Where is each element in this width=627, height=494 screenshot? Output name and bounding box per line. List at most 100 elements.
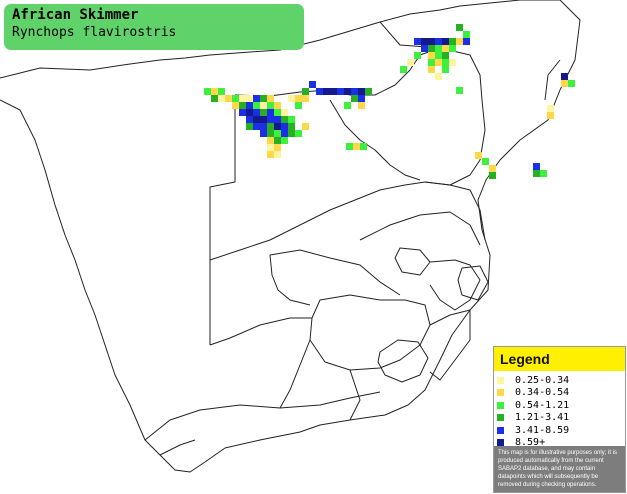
occurrence-cell xyxy=(211,95,218,102)
occurrence-cell xyxy=(302,95,309,102)
occurrence-cell xyxy=(274,102,281,109)
legend-label: 0.54-1.21 xyxy=(515,399,570,411)
occurrence-cell xyxy=(267,137,274,144)
occurrence-cell xyxy=(533,163,540,170)
occurrence-cell xyxy=(456,24,463,31)
border-namibia-botswana xyxy=(209,95,236,345)
occurrence-cell xyxy=(421,38,428,45)
legend-label: 1.21-3.41 xyxy=(515,412,570,424)
legend-label: 8.59+ xyxy=(515,437,546,449)
occurrence-cell xyxy=(274,116,281,123)
occurrence-cell xyxy=(442,45,449,52)
occurrence-cell xyxy=(358,102,365,109)
occurrence-cell xyxy=(274,137,281,144)
legend-items: 0.25-0.34 0.34-0.54 0.54-1.21 1.21-3.41 … xyxy=(494,371,625,449)
district-line-b xyxy=(159,439,196,456)
province-north-west xyxy=(269,249,401,296)
occurrence-cell xyxy=(274,123,281,130)
border-zimbabwe-mozambique xyxy=(424,47,486,186)
occurrence-cell xyxy=(260,109,267,116)
occurrence-cell xyxy=(456,87,463,94)
occurrence-cell xyxy=(561,80,568,87)
occurrence-cell xyxy=(456,38,463,45)
occurrence-cell xyxy=(281,130,288,137)
occurrence-cell xyxy=(295,130,302,137)
occurrence-cell xyxy=(547,105,554,112)
occurrence-cell xyxy=(540,170,547,177)
occurrence-cell xyxy=(316,88,323,95)
occurrence-cell xyxy=(204,88,211,95)
occurrence-cell xyxy=(365,88,372,95)
legend-swatch xyxy=(497,401,504,409)
legend-item: 0.25-0.34 xyxy=(497,374,625,387)
occurrence-cell xyxy=(288,95,295,102)
occurrence-cell xyxy=(274,130,281,137)
occurrence-cell xyxy=(489,172,496,179)
legend-swatch xyxy=(497,389,504,397)
occurrence-cell xyxy=(302,88,309,95)
occurrence-cell xyxy=(267,109,274,116)
legend-swatch xyxy=(497,414,504,422)
occurrence-cell xyxy=(260,102,267,109)
occurrence-cell xyxy=(568,80,575,87)
province-mpumalanga xyxy=(429,259,481,311)
border-zimbabwe-zambia xyxy=(350,47,441,96)
occurrence-cell xyxy=(302,123,309,130)
province-gauteng xyxy=(394,247,431,276)
occurrence-cell xyxy=(239,102,246,109)
occurrence-cell xyxy=(421,45,428,52)
occurrence-cell xyxy=(267,151,274,158)
occurrence-cell xyxy=(463,31,470,38)
occurrence-cell xyxy=(428,59,435,66)
province-ec-interior xyxy=(349,369,361,421)
legend-item: 0.34-0.54 xyxy=(497,387,625,400)
occurrence-cell xyxy=(267,144,274,151)
species-title-box: African Skimmer Rynchops flavirostris xyxy=(4,4,304,50)
province-eastern-cape xyxy=(279,339,311,409)
occurrence-cell xyxy=(435,59,442,66)
legend-swatch xyxy=(497,376,504,384)
province-kzn xyxy=(429,309,471,381)
occurrence-cell xyxy=(358,95,365,102)
occurrence-cell xyxy=(435,73,442,80)
occurrence-cell xyxy=(274,151,281,158)
legend-swatch xyxy=(497,439,504,447)
occurrence-cell xyxy=(281,116,288,123)
occurrence-cell xyxy=(239,109,246,116)
occurrence-cell xyxy=(414,52,421,59)
occurrence-cell xyxy=(463,38,470,45)
occurrence-cell xyxy=(344,102,351,109)
occurrence-cell xyxy=(260,116,267,123)
species-common-name: African Skimmer xyxy=(12,7,139,23)
occurrence-cell xyxy=(274,144,281,151)
occurrence-cell xyxy=(428,66,435,73)
map-boundaries xyxy=(0,0,581,473)
occurrence-cell xyxy=(281,137,288,144)
occurrence-cell xyxy=(449,45,456,52)
occurrence-cell xyxy=(295,102,302,109)
occurrence-cell xyxy=(358,88,365,95)
occurrence-cell xyxy=(547,112,554,119)
occurrence-cell xyxy=(351,95,358,102)
occurrence-cell xyxy=(246,116,253,123)
occurrence-cell xyxy=(246,123,253,130)
occurrence-cell xyxy=(407,59,414,66)
occurrence-cell xyxy=(288,130,295,137)
occurrence-cell xyxy=(489,165,496,172)
occurrence-cell xyxy=(442,59,449,66)
occurrence-cell xyxy=(414,38,421,45)
occurrence-cell xyxy=(435,38,442,45)
legend-item: 3.41-8.59 xyxy=(497,424,625,437)
lesotho xyxy=(377,339,429,383)
occurrence-cell xyxy=(344,88,351,95)
occurrence-cell xyxy=(400,66,407,73)
occurrence-cell xyxy=(260,95,267,102)
occurrence-cell xyxy=(281,123,288,130)
occurrence-cell xyxy=(232,102,239,109)
occurrence-cell xyxy=(267,116,274,123)
occurrence-cell xyxy=(323,88,330,95)
legend: Legend 0.25-0.34 0.34-0.54 0.54-1.21 1.2… xyxy=(493,346,626,493)
coastline xyxy=(0,0,581,473)
legend-label: 0.34-0.54 xyxy=(515,387,570,399)
